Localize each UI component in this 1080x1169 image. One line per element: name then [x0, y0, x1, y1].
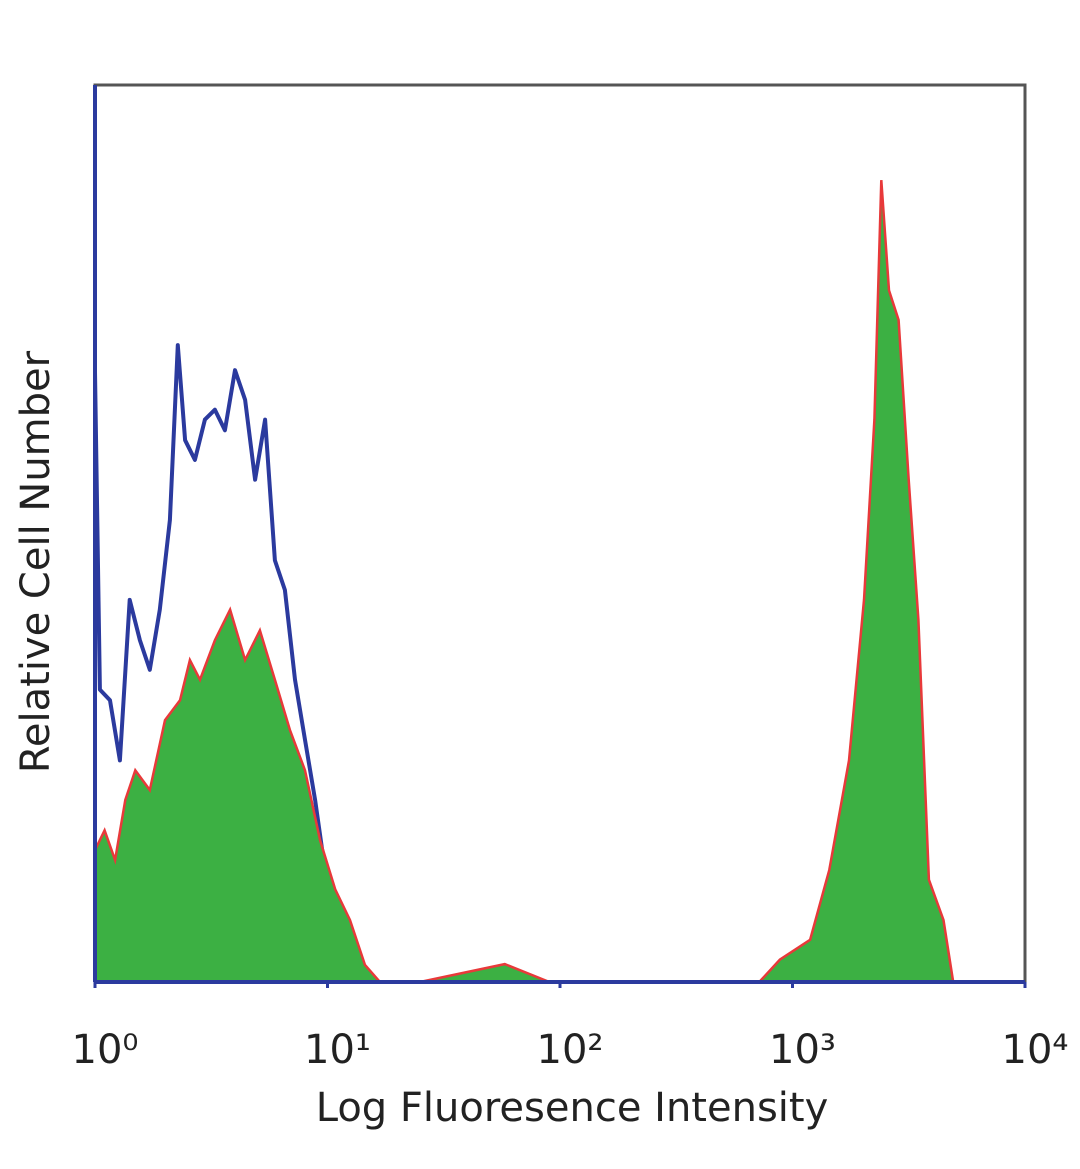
histogram-area: [95, 180, 954, 983]
y-axis-label: Relative Cell Number: [13, 350, 59, 773]
histogram-line: [93, 343, 361, 984]
x-tick-label: 10³: [769, 1027, 836, 1073]
histogram-outline: [93, 180, 955, 984]
x-tick-label: 10¹: [304, 1027, 371, 1073]
x-axis-label: Log Fluoresence Intensity: [316, 1085, 829, 1131]
x-tick-label: 10⁴: [1002, 1027, 1069, 1073]
x-tick-label: 10⁰: [72, 1027, 139, 1073]
x-tick-label: 10²: [537, 1027, 604, 1073]
